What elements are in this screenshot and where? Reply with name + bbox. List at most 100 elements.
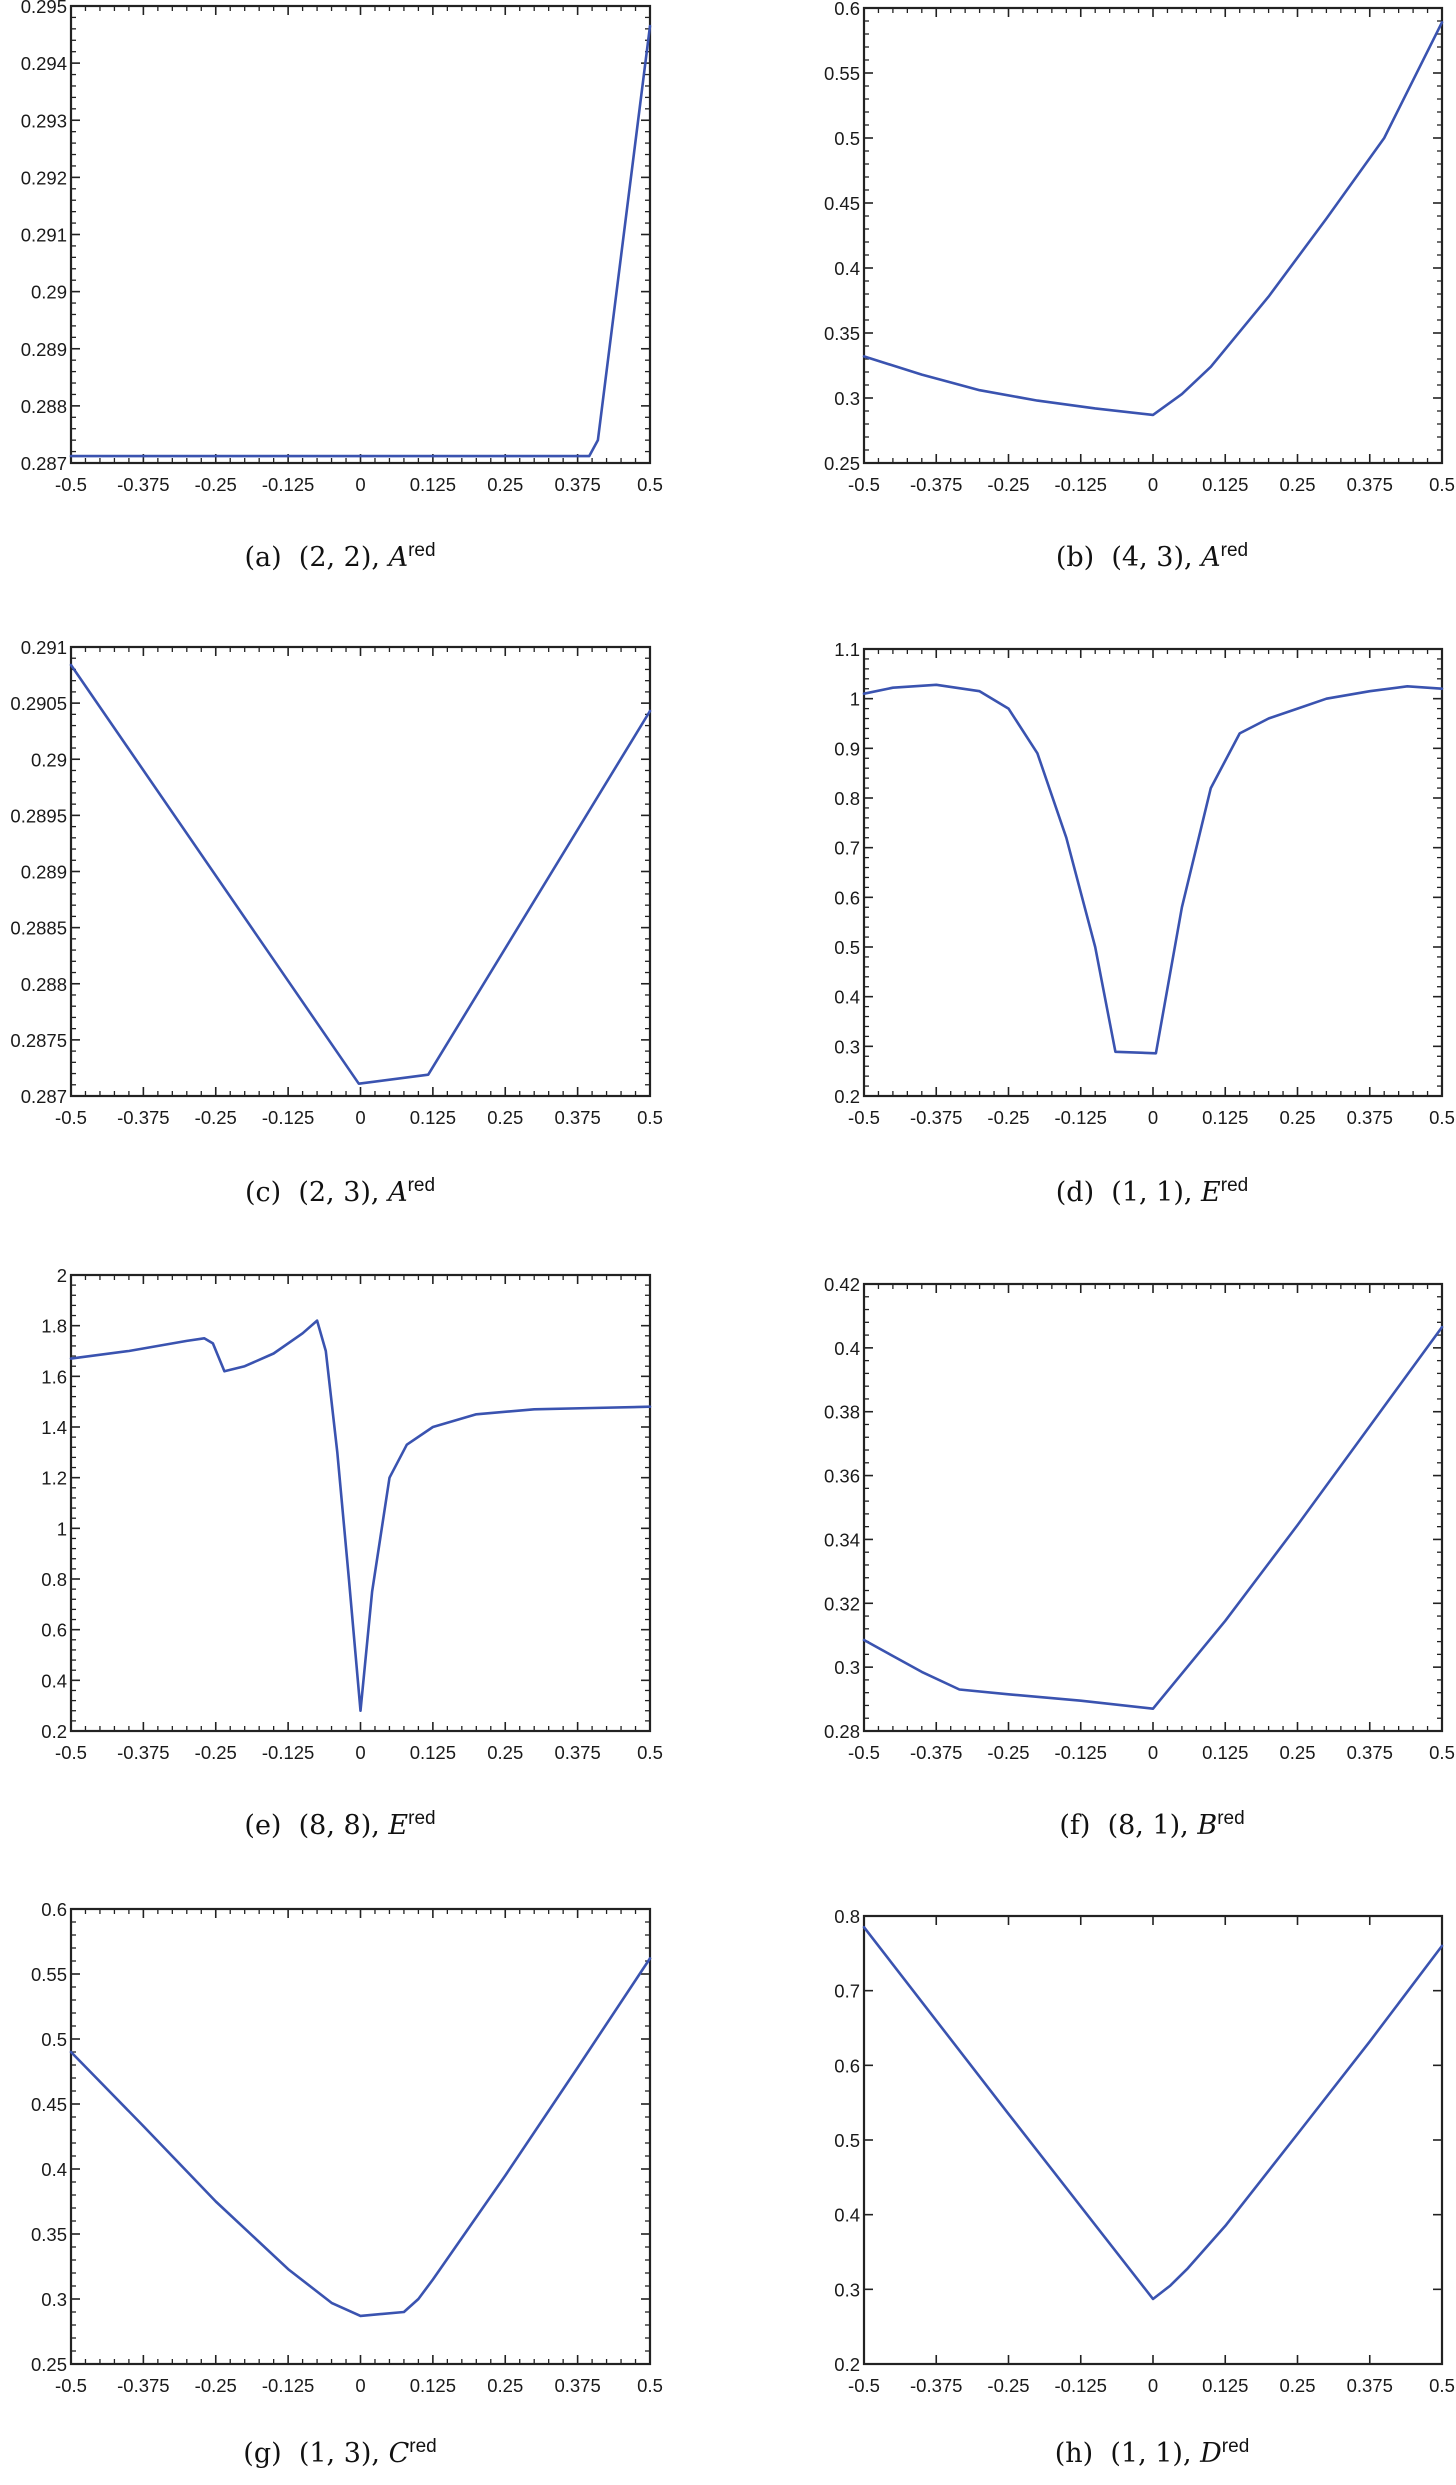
x-tick-label: -0.375	[910, 1107, 962, 1128]
x-tick-label: 0	[355, 1107, 365, 1128]
chart-panel-g: -0.5 -0.375 -0.25 -0.125 0 0.125 0.25 0.375 0.5 0…	[31, 1899, 663, 2396]
x-tick-label: -0.375	[910, 474, 962, 495]
x-tick-label: 0	[355, 2375, 365, 2396]
y-tick-label: 0.4	[834, 2205, 860, 2226]
y-tick-label: 0.7	[834, 1981, 860, 2002]
x-tick-label: -0.25	[195, 2375, 237, 2396]
y-tick-label: 0.2905	[10, 693, 67, 714]
x-tick-label: -0.25	[987, 1742, 1029, 1763]
y-tick-label: 0.292	[21, 167, 67, 188]
y-tick-label: 0.5	[834, 2130, 860, 2151]
x-tick-label: 0.5	[1429, 1742, 1455, 1763]
x-tick-label: 0	[1148, 474, 1158, 495]
x-tick-label: 0.5	[1429, 1107, 1455, 1128]
y-tick-label: 0.5	[834, 937, 860, 958]
y-tick-label: 0.5	[41, 2029, 67, 2050]
caption-h: (h) (1, 1), Dred	[1054, 2436, 1250, 2469]
caption-c: (c) (2, 3), Ared	[244, 1175, 436, 1208]
x-tick-label: 0.25	[1279, 474, 1315, 495]
y-tick-label: 0.2885	[10, 918, 67, 939]
y-tick-label: 0.295	[21, 0, 67, 17]
plot-frame	[69, 1907, 652, 2366]
x-tick-label: 0.375	[1347, 1742, 1393, 1763]
y-tick-label: 0.4	[41, 2159, 67, 2180]
y-tick-label: 0.3	[834, 1657, 860, 1678]
y-tick-label: 0.3	[834, 1036, 860, 1057]
plot-frame	[69, 4, 652, 465]
x-tick-label: 0.125	[410, 1742, 456, 1763]
y-tick-label: 0.9	[834, 738, 860, 759]
y-tick-label: 1.2	[41, 1468, 67, 1489]
x-tick-label: -0.125	[262, 2375, 314, 2396]
y-tick-label: 0.291	[21, 637, 67, 658]
x-tick-label: 0.5	[637, 1107, 663, 1128]
y-tick-label: 0.6	[41, 1620, 67, 1641]
y-tick-label: 0.35	[31, 2224, 67, 2245]
x-tick-label: 0.375	[1347, 474, 1393, 495]
x-tick-label: 0	[355, 1742, 365, 1763]
x-tick-label: -0.375	[117, 1742, 169, 1763]
x-tick-label: -0.375	[117, 2375, 169, 2396]
x-tick-label: 0	[1148, 2375, 1158, 2396]
x-tick-label: 0	[1148, 1107, 1158, 1128]
y-tick-label: 0.5	[834, 128, 860, 149]
x-tick-label: 0.375	[554, 474, 600, 495]
y-tick-label: 0.55	[824, 63, 860, 84]
x-tick-label: 0.375	[554, 2375, 600, 2396]
x-tick-label: -0.25	[195, 1742, 237, 1763]
plot-frame	[862, 1282, 1444, 1733]
y-tick-label: 0.32	[824, 1593, 860, 1614]
plot-frame	[862, 6, 1444, 465]
y-tick-label: 0.45	[824, 193, 860, 214]
y-tick-label: 0.288	[21, 396, 67, 417]
caption-g: (g) (1, 3), Cred	[243, 2436, 437, 2469]
y-tick-label: 1.4	[41, 1417, 67, 1438]
y-tick-label: 0.8	[834, 1906, 860, 1927]
y-tick-label: 0.293	[21, 110, 67, 131]
y-tick-label: 0.3	[41, 2289, 67, 2310]
y-tick-label: 0.8	[41, 1569, 67, 1590]
x-tick-label: -0.5	[55, 474, 87, 495]
data-series-line	[69, 1957, 652, 2318]
x-tick-label: 0.25	[487, 1742, 523, 1763]
y-tick-label: 0.6	[834, 0, 860, 19]
data-series-line	[69, 1319, 652, 1712]
y-tick-label: 0.4	[41, 1670, 67, 1691]
plot-frame	[862, 647, 1444, 1098]
x-tick-label: -0.125	[1055, 474, 1107, 495]
x-tick-label: -0.5	[848, 474, 880, 495]
x-tick-label: -0.25	[195, 1107, 237, 1128]
data-series-line	[69, 663, 652, 1085]
caption-a: (a) (2, 2), Ared	[244, 540, 436, 573]
y-tick-label: 0.2	[41, 1721, 67, 1742]
y-tick-label: 1	[850, 689, 860, 710]
y-tick-label: 0.4	[834, 987, 860, 1008]
x-tick-label: 0.375	[1347, 1107, 1393, 1128]
caption-f: (f) (8, 1), Bred	[1059, 1808, 1245, 1841]
x-tick-label: -0.25	[195, 474, 237, 495]
y-tick-label: 0.4	[834, 1338, 860, 1359]
caption-b: (b) (4, 3), Ared	[1055, 540, 1249, 573]
data-series-line	[862, 1325, 1444, 1710]
x-tick-label: 0	[1148, 1742, 1158, 1763]
x-tick-label: 0.25	[1279, 1742, 1315, 1763]
y-tick-label: 1	[57, 1518, 67, 1539]
x-tick-label: -0.5	[55, 1742, 87, 1763]
x-tick-label: 0.25	[487, 474, 523, 495]
y-tick-label: 0.8	[834, 788, 860, 809]
y-tick-label: 0.291	[21, 225, 67, 246]
y-tick-label: 0.6	[41, 1899, 67, 1920]
x-tick-label: 0.5	[637, 1742, 663, 1763]
x-tick-label: -0.125	[1055, 1107, 1107, 1128]
y-tick-label: 0.42	[824, 1274, 860, 1295]
y-tick-label: 0.6	[834, 2055, 860, 2076]
x-tick-label: 0	[355, 474, 365, 495]
y-tick-label: 0.25	[31, 2354, 67, 2375]
y-tick-label: 0.3	[834, 388, 860, 409]
x-tick-label: -0.125	[262, 474, 314, 495]
y-tick-label: 0.45	[31, 2094, 67, 2115]
chart-panel-f: -0.5 -0.375 -0.25 -0.125 0 0.125 0.25 0.375 0.5 0…	[824, 1274, 1455, 1763]
chart-panel-h: -0.5 -0.375 -0.25 -0.125 0 0.125 0.25 0.375 0.5 0…	[834, 1906, 1455, 2396]
x-tick-label: 0.125	[1202, 2375, 1248, 2396]
